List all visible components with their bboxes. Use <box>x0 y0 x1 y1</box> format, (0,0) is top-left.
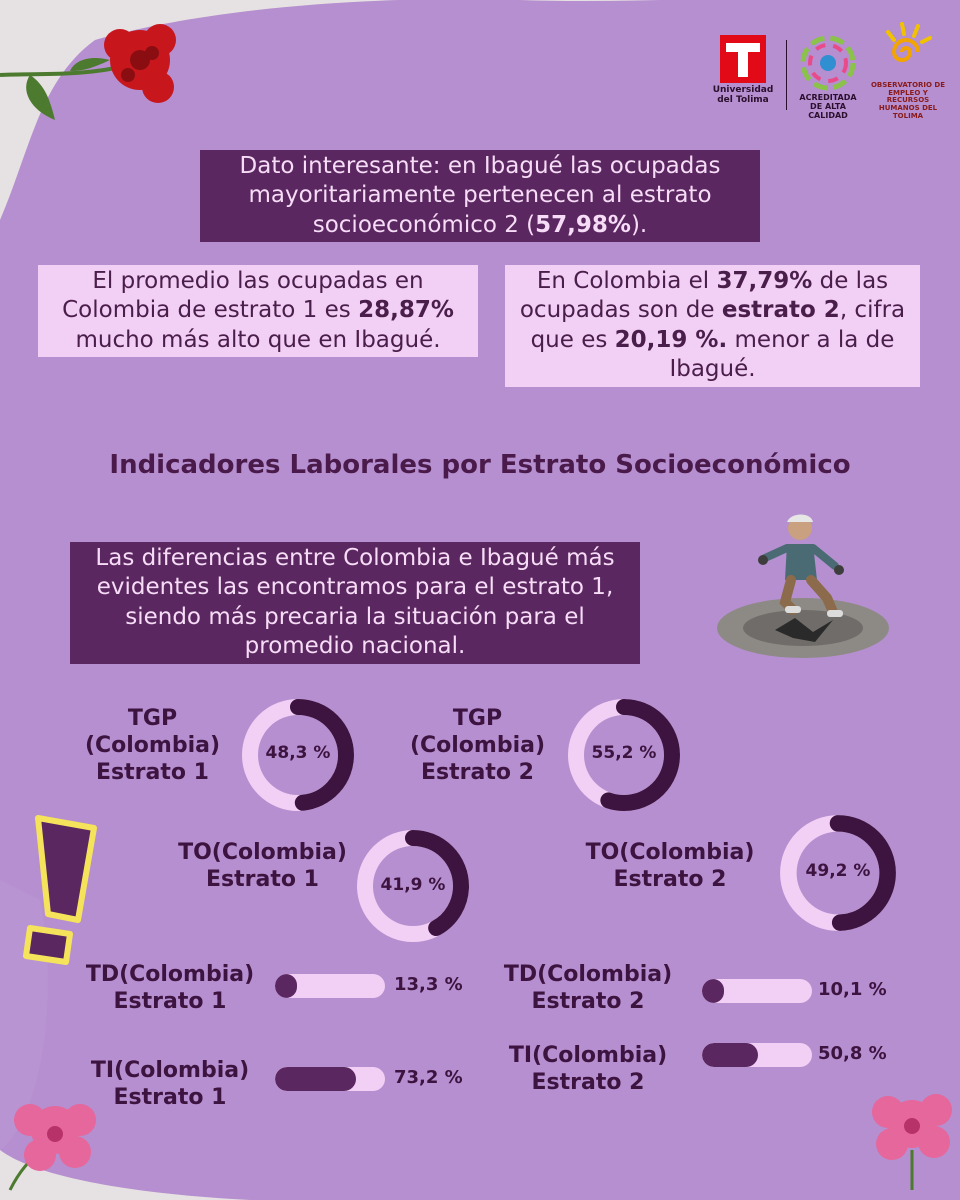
tgp1-label-line-2: (Colombia) <box>84 732 221 758</box>
ti1-bar-track <box>275 1067 385 1091</box>
tgp2-ring-value-arc <box>568 699 680 811</box>
ti1-label-line-2: Estrato 1 <box>113 1084 227 1110</box>
tgp2-label-line-2: (Colombia) <box>409 732 546 758</box>
tgp1-label-line-3: Estrato 1 <box>96 759 209 785</box>
td2-bar-track <box>702 979 812 1003</box>
logo-divider <box>786 40 787 110</box>
td1-label: TD(Colombia) Estrato 1 <box>70 962 270 1016</box>
right-note-text-2: de las ocupadas son de <box>519 268 889 324</box>
td2-label-line-2: Estrato 2 <box>531 988 645 1014</box>
accreditation-label: ACREDITADA DE ALTA CALIDAD <box>799 93 857 120</box>
td2-label: TD(Colombia) Estrato 2 <box>488 962 688 1016</box>
left-note-text-2: mucho más alto que en Ibagué. <box>75 326 441 353</box>
right-note: En Colombia el 37,79% de las ocupadas so… <box>505 265 920 387</box>
td2-label-line-1: TD(Colombia) <box>503 962 673 987</box>
fact-highlight: 57,98% <box>535 211 631 238</box>
to2-ring-value-arc <box>780 815 896 931</box>
right-note-text-3: , cifra que es <box>530 297 906 353</box>
fact-text: Dato interesante: en Ibagué las ocupadas… <box>239 153 721 238</box>
tgp1-ring-value-arc <box>242 699 354 811</box>
ti2-value: 50,8 % <box>818 1043 887 1064</box>
ti1-label-line-1: TI(Colombia) <box>90 1058 250 1083</box>
to2-label: TO(Colombia) Estrato 2 <box>570 840 770 894</box>
tgp1-donut-ring <box>242 699 354 811</box>
observatory-label: OBSERVATORIO DE EMPLEO Y RECURSOS HUMANO… <box>870 81 946 120</box>
to1-label-line-1: TO(Colombia) <box>178 840 347 865</box>
right-note-highlight-1: 37,79% <box>716 268 813 294</box>
highlight-box: Las diferencias entre Colombia e Ibagué … <box>70 542 640 664</box>
ti2-bar-fill <box>702 1043 758 1067</box>
tgp2-donut-ring <box>568 699 680 811</box>
td1-value: 13,3 % <box>394 974 463 995</box>
to2-label-line-2: Estrato 2 <box>613 866 727 892</box>
td1-label-line-2: Estrato 1 <box>113 988 227 1014</box>
td2-bar-fill <box>702 979 724 1003</box>
ti1-label: TI(Colombia) Estrato 1 <box>70 1058 270 1112</box>
tgp2-label-line-3: Estrato 2 <box>421 759 534 785</box>
left-note-text-1: El promedio las ocupadas en Colombia de … <box>62 268 424 324</box>
section-title: Indicadores Laborales por Estrato Socioe… <box>109 450 851 480</box>
pink-flower-right-icon <box>872 1094 952 1190</box>
to1-donut-ring <box>357 830 469 942</box>
ti2-label-line-1: TI(Colombia) <box>508 1043 668 1068</box>
tgp1-label-line-1: TGP <box>127 706 178 731</box>
tgp2-value: 55,2 % <box>591 743 657 763</box>
to1-value: 41,9 % <box>380 875 446 895</box>
observatory-sun-logo-icon <box>886 22 932 62</box>
tgp2-label: TGP (Colombia) Estrato 2 <box>395 706 560 786</box>
worker-illustration-icon <box>717 514 889 658</box>
to1-ring-value-arc <box>357 830 469 942</box>
fact-box: Dato interesante: en Ibagué las ocupadas… <box>200 150 760 243</box>
universidad-tolima-logo-icon <box>720 35 766 83</box>
right-note-highlight-2: estrato 2 <box>721 297 840 324</box>
to1-label-line-2: Estrato 1 <box>206 866 319 892</box>
right-note-highlight-3: 20,19 %. <box>614 326 728 353</box>
left-note-highlight: 28,87% <box>358 297 454 324</box>
to2-donut-ring <box>780 815 896 931</box>
tgp2-label-line-1: TGP <box>452 706 503 731</box>
ti1-bar-fill <box>275 1067 356 1091</box>
left-note: El promedio las ocupadas en Colombia de … <box>38 265 478 358</box>
ti2-bar-track <box>702 1043 812 1067</box>
ut-logo-label: Universidad del Tolima <box>712 85 774 105</box>
td2-value: 10,1 % <box>818 979 887 1000</box>
to2-value: 49,2 % <box>805 861 871 881</box>
pink-flower-left-icon <box>8 1104 96 1191</box>
to1-label: TO(Colombia) Estrato 1 <box>160 840 365 894</box>
accreditation-logo-icon <box>800 35 856 91</box>
right-note-text-1: En Colombia el <box>536 268 717 294</box>
exclamation-mark-icon <box>23 815 97 965</box>
to2-label-line-1: TO(Colombia) <box>585 840 755 865</box>
fact-tail: ). <box>630 211 648 238</box>
ti2-label: TI(Colombia) Estrato 2 <box>488 1043 688 1097</box>
ti1-value: 73,2 % <box>394 1067 463 1088</box>
td1-label-line-1: TD(Colombia) <box>85 962 255 987</box>
td1-bar-fill <box>275 974 297 998</box>
tgp1-value: 48,3 % <box>265 743 331 763</box>
right-note-text-4: menor a la de Ibagué. <box>669 326 895 383</box>
tgp1-label: TGP (Colombia) Estrato 1 <box>70 706 235 786</box>
td1-bar-track <box>275 974 385 998</box>
carnation-flower-icon <box>0 24 176 120</box>
ti2-label-line-2: Estrato 2 <box>531 1069 645 1095</box>
